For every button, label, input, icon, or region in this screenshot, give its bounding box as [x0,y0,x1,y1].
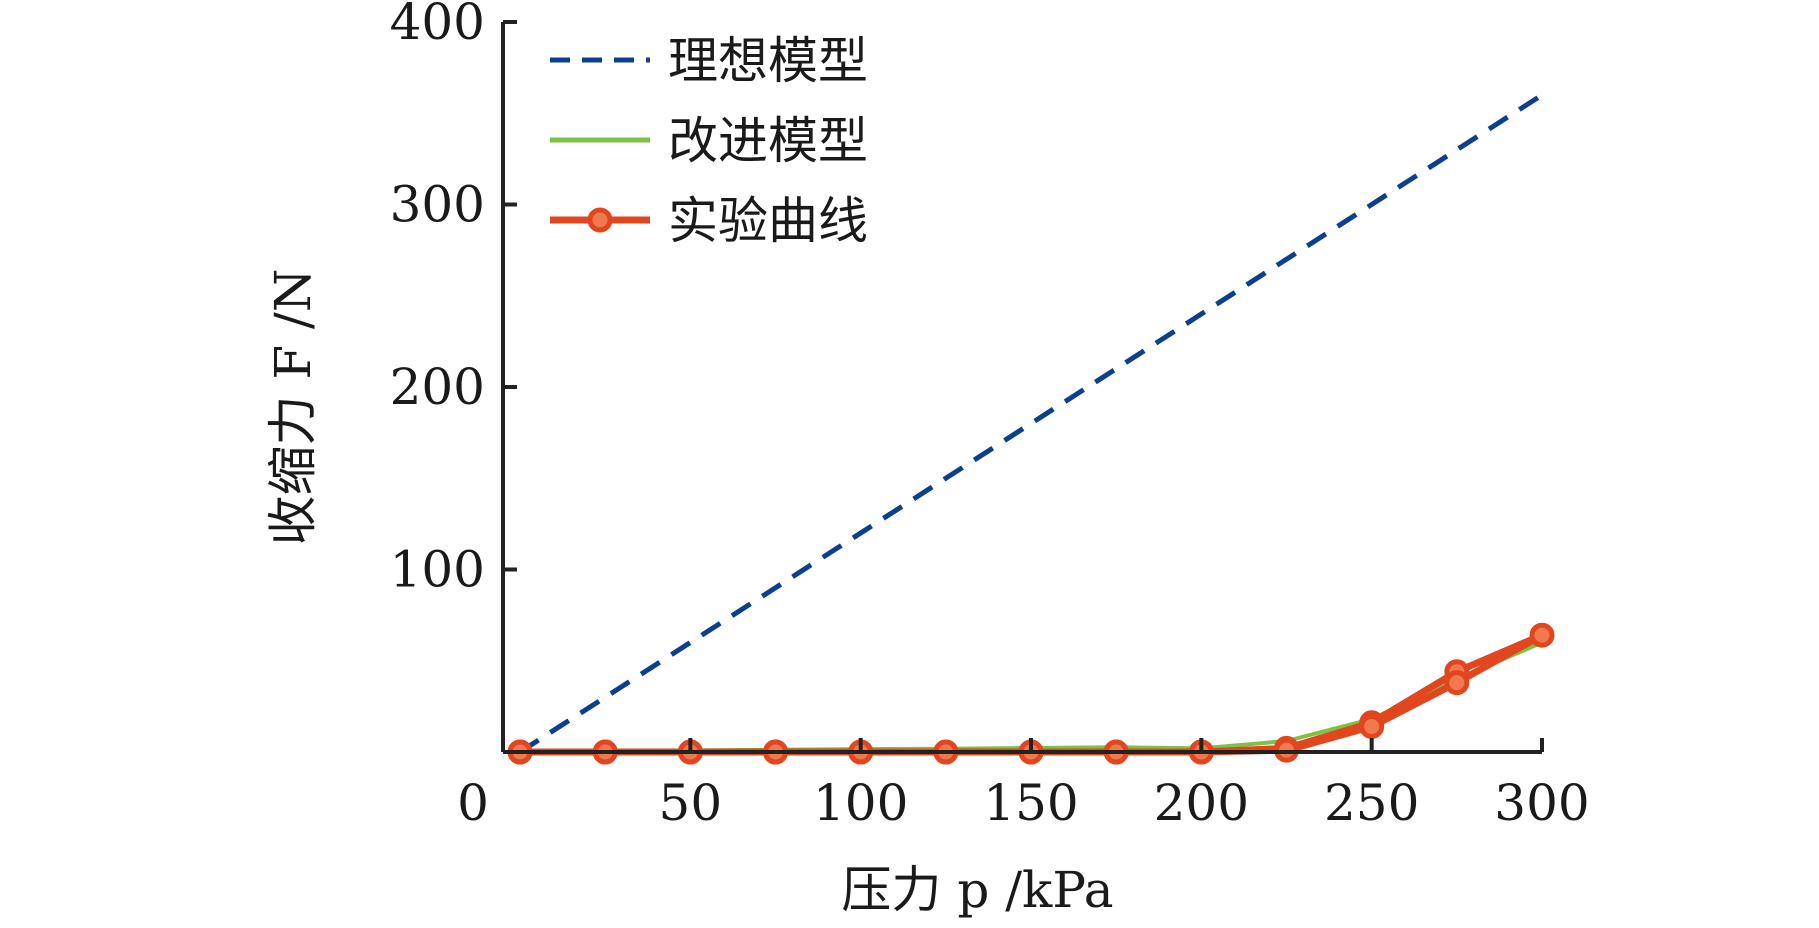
series-2 [519,640,1543,754]
legend-item-2: 改进模型 [550,112,868,170]
series-1 [518,92,1544,755]
x-tick-label: 150 [983,774,1078,832]
y-tick-label: 400 [390,0,485,51]
axes: 100 200 300 400 0 50 100 150 200 250 300 [390,0,1590,832]
legend-marker [587,207,613,233]
plot-area [507,92,1555,765]
series-line [518,92,1544,755]
x-tick-label: 0 [457,774,489,832]
y-tick-label: 300 [390,176,485,234]
data-point [1359,713,1385,739]
y-axis-title: 收缩力 F /N [264,268,322,545]
x-tick-label: 250 [1324,774,1419,832]
x-tick-label: 100 [813,774,908,832]
x-axis-title: 压力 p /kPa [841,861,1113,919]
legend-label: 理想模型 [668,32,868,90]
legend-item-1: 理想模型 [550,32,868,90]
y-tick-label: 100 [390,541,485,599]
x-tick-label: 200 [1154,774,1249,832]
data-point [1529,622,1555,648]
legend-item-3: 实验曲线 [550,192,868,250]
x-tick-label: 50 [659,774,723,832]
legend-label: 实验曲线 [668,192,868,250]
data-point [1444,670,1470,696]
x-tick-label: 300 [1494,774,1589,832]
y-tick-label: 200 [390,358,485,416]
legend-label: 改进模型 [668,112,868,170]
series-line [519,640,1543,754]
